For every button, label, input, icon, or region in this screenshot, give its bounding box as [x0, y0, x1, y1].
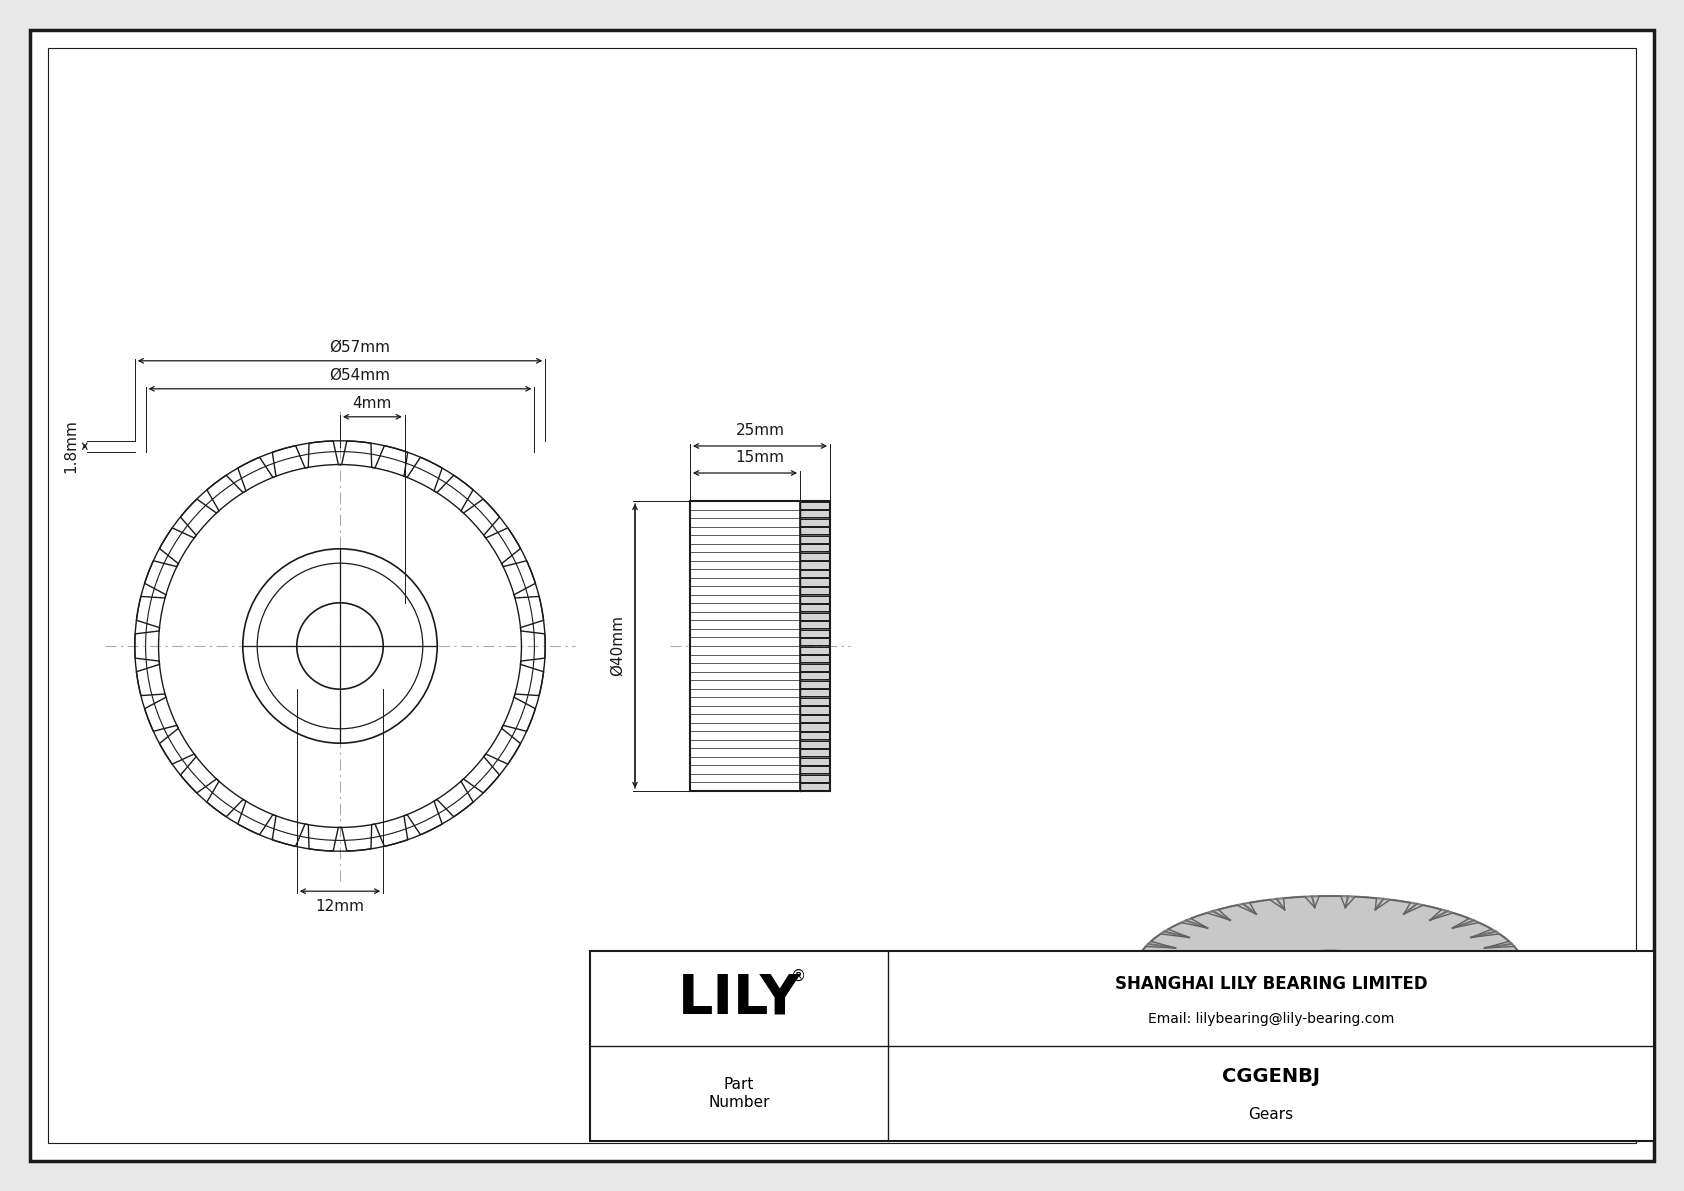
Ellipse shape	[1384, 975, 1393, 981]
Bar	[800, 690, 830, 697]
Text: 4mm: 4mm	[352, 395, 392, 411]
Bar	[800, 612, 830, 619]
Text: Ø57mm: Ø57mm	[330, 339, 391, 355]
Text: CGGENBJ: CGGENBJ	[1223, 1067, 1320, 1086]
Text: Part
Number: Part Number	[709, 1078, 770, 1110]
Ellipse shape	[1312, 965, 1347, 978]
Bar	[800, 715, 830, 722]
Bar	[800, 655, 830, 662]
Bar	[800, 596, 830, 603]
Bar	[800, 784, 830, 791]
Bar	[800, 510, 830, 517]
Text: 15mm: 15mm	[736, 450, 785, 464]
Bar	[800, 663, 830, 671]
Bar	[800, 774, 830, 781]
Ellipse shape	[1276, 950, 1384, 992]
Bar	[800, 621, 830, 629]
Bar	[800, 579, 830, 586]
Text: 25mm: 25mm	[736, 423, 785, 438]
Bar	[800, 647, 830, 654]
Text: Ø40mm: Ø40mm	[610, 616, 625, 676]
Bar	[800, 587, 830, 594]
Bar	[690, 501, 800, 791]
Bar	[800, 741, 830, 748]
Bar	[800, 757, 830, 765]
Bar	[800, 766, 830, 773]
Bar	[800, 723, 830, 730]
Text: Gears: Gears	[1248, 1106, 1293, 1122]
Bar	[800, 604, 830, 611]
Text: 12mm: 12mm	[315, 899, 364, 915]
Bar	[800, 698, 830, 705]
Text: LILY: LILY	[677, 972, 800, 1025]
Bar	[589, 950, 1654, 1141]
Bar	[800, 681, 830, 688]
Bar	[800, 561, 830, 568]
Bar	[800, 528, 830, 535]
Text: 1.8mm: 1.8mm	[64, 419, 79, 473]
Bar	[800, 706, 830, 713]
Bar	[800, 570, 830, 578]
Bar	[800, 553, 830, 560]
Bar	[800, 519, 830, 526]
Ellipse shape	[1135, 896, 1526, 1046]
Text: ®: ®	[791, 969, 807, 984]
Bar	[800, 672, 830, 679]
Polygon shape	[1330, 896, 1526, 1086]
Text: Ø54mm: Ø54mm	[330, 368, 391, 382]
Bar	[800, 536, 830, 543]
Bar	[800, 749, 830, 756]
Bar	[800, 501, 830, 509]
Bar	[800, 732, 830, 740]
Bar	[800, 630, 830, 637]
Text: SHANGHAI LILY BEARING LIMITED: SHANGHAI LILY BEARING LIMITED	[1115, 975, 1428, 993]
Bar	[800, 638, 830, 646]
Bar	[800, 544, 830, 551]
Ellipse shape	[1135, 936, 1526, 1086]
Text: Email: lilybearing@lily-bearing.com: Email: lilybearing@lily-bearing.com	[1148, 1012, 1394, 1027]
